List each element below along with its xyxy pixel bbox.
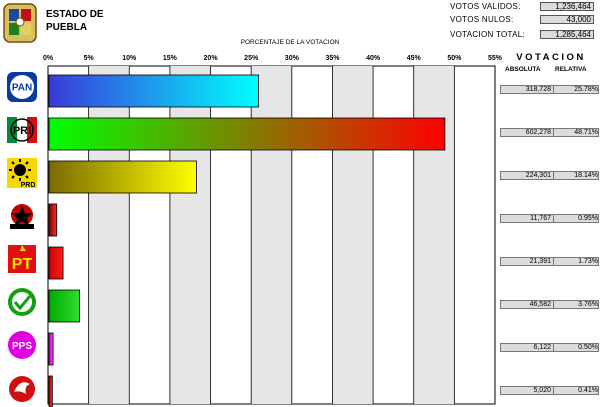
total-valid-row: VOTOS VALIDOS: 1,236,464 xyxy=(450,2,596,12)
row-divider xyxy=(553,215,554,223)
pfcrn-logo-icon xyxy=(10,204,34,229)
row-divider xyxy=(553,86,554,94)
absolute-votes: 6,122 xyxy=(533,344,551,351)
bar-prd xyxy=(48,160,197,194)
x-tick-label: 20% xyxy=(204,55,219,62)
grid-band xyxy=(332,66,374,404)
bar-parm xyxy=(48,375,53,407)
grid-band xyxy=(413,66,455,404)
x-tick-label: 35% xyxy=(325,55,340,62)
party-values-row: 11,767 0.95% xyxy=(500,214,599,223)
party-values-row: 602,278 48.71% xyxy=(500,128,599,137)
state-title-line2: PUEBLA xyxy=(46,22,88,33)
party-values-row: 46,582 3.76% xyxy=(500,300,599,309)
absolute-votes: 318,728 xyxy=(525,86,551,93)
relative-votes: 0.50% xyxy=(578,344,598,351)
absolute-votes: 5,020 xyxy=(533,387,551,394)
relative-votes: 25.78% xyxy=(574,86,598,93)
absolute-votes: 602,278 xyxy=(525,129,551,136)
grid-band xyxy=(169,66,211,404)
relative-votes: 3.76% xyxy=(578,301,598,308)
bar-pt xyxy=(48,246,64,280)
total-all-value: 1,285,464 xyxy=(540,30,594,39)
party-values-row: 224,301 18.14% xyxy=(500,171,599,180)
grid-band xyxy=(251,66,292,404)
grid-band xyxy=(88,66,130,404)
relative-votes: 18.14% xyxy=(574,172,598,179)
x-tick-label: 55% xyxy=(488,55,503,62)
chart-title: PORCENTAJE DE LA VOTACION xyxy=(240,39,340,46)
pps-logo-text: PPS xyxy=(12,341,32,352)
parm-logo-icon xyxy=(9,376,35,402)
x-tick-label: 5% xyxy=(84,55,95,62)
absolute-column-header: ABSOLUTA xyxy=(505,66,541,73)
x-tick-label: 15% xyxy=(163,55,178,62)
pvem-logo-icon xyxy=(8,288,36,316)
x-tick-label: 40% xyxy=(366,55,381,62)
pt-logo-text: PT xyxy=(12,256,33,273)
pan-logo-icon: PAN xyxy=(7,72,37,102)
party-values-row: 5,020 0.41% xyxy=(500,386,599,395)
total-null-value: 43,000 xyxy=(540,15,594,24)
absolute-votes: 21,391 xyxy=(529,258,551,265)
total-all-row: VOTACION TOTAL: 1,285,464 xyxy=(450,30,596,40)
row-divider xyxy=(553,387,554,395)
pri-logo-icon: PRI xyxy=(7,117,37,143)
prd-logo-text: PRD xyxy=(21,182,36,189)
relative-votes: 1.73% xyxy=(578,258,598,265)
x-tick-label: 50% xyxy=(447,55,462,62)
prd-logo-icon: PRD xyxy=(7,158,37,189)
state-title: ESTADO DE PUEBLA xyxy=(46,8,126,34)
relative-votes: 0.95% xyxy=(578,215,598,222)
bar-pvem xyxy=(48,289,80,323)
party-values-row: 318,728 25.78% xyxy=(500,85,599,94)
state-title-line1: ESTADO DE xyxy=(46,9,104,20)
row-divider xyxy=(553,258,554,266)
total-null-label: VOTOS NULOS: xyxy=(450,15,514,24)
total-valid-value: 1,236,464 xyxy=(540,2,594,11)
x-tick-label: 30% xyxy=(285,55,300,62)
votacion-header: VOTACION xyxy=(516,52,586,63)
totals-panel: VOTOS VALIDOS: 1,236,464 VOTOS NULOS: 43… xyxy=(450,0,600,45)
absolute-votes: 11,767 xyxy=(530,215,551,222)
pri-logo-text: PRI xyxy=(13,125,31,137)
total-all-label: VOTACION TOTAL: xyxy=(450,30,526,39)
coat-of-arms-icon xyxy=(3,3,37,43)
row-divider xyxy=(553,301,554,309)
relative-votes: 0.41% xyxy=(578,387,598,394)
bar-pps xyxy=(48,332,54,366)
row-divider xyxy=(553,172,554,180)
pps-logo-icon: PPS xyxy=(8,331,36,359)
party-values-row: 6,122 0.50% xyxy=(500,343,599,352)
total-null-row: VOTOS NULOS: 43,000 xyxy=(450,15,596,25)
party-values-row: 21,391 1.73% xyxy=(500,257,599,266)
pt-logo-icon: PT xyxy=(8,245,36,273)
x-tick-label: 45% xyxy=(407,55,422,62)
absolute-votes: 46,582 xyxy=(529,301,551,308)
bar-pan xyxy=(48,74,259,108)
x-tick-label: 25% xyxy=(244,55,259,62)
absolute-votes: 224,301 xyxy=(525,172,551,179)
pan-logo-text: PAN xyxy=(12,83,32,94)
row-divider xyxy=(553,344,554,352)
bar-pfcrn xyxy=(48,203,58,237)
relative-column-header: RELATIVA xyxy=(555,66,587,73)
total-valid-label: VOTOS VALIDOS: xyxy=(450,2,521,11)
relative-votes: 48.71% xyxy=(574,129,598,136)
row-divider xyxy=(553,129,554,137)
x-tick-label: 0% xyxy=(43,55,54,62)
x-tick-label: 10% xyxy=(122,55,137,62)
bar-pri xyxy=(48,117,446,151)
